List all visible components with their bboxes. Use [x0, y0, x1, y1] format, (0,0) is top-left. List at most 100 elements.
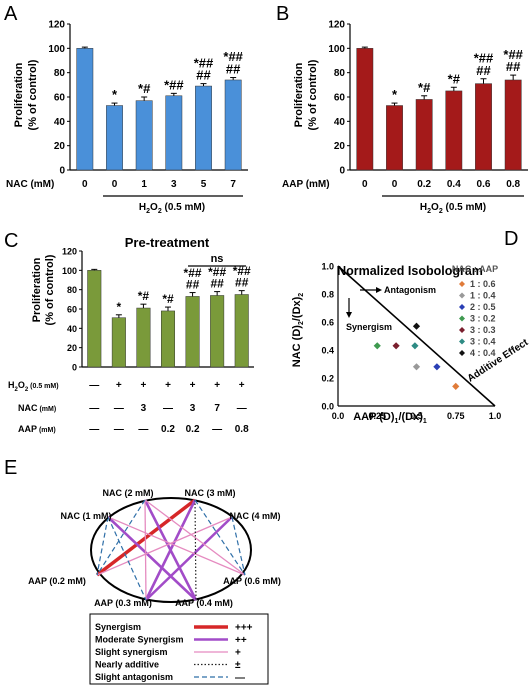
condition-cell: —	[138, 424, 148, 435]
condition-cell: 0.8	[235, 424, 249, 435]
y-tick-label: 100	[62, 266, 77, 276]
row-label-nac: NAC (mM)	[18, 403, 56, 413]
legend-label: 3 : 0.4	[470, 337, 496, 347]
y-tick-label: 60	[54, 93, 66, 104]
network-edge	[145, 516, 233, 601]
row-label-aap: AAP (mM)	[18, 424, 56, 434]
significance-mark: *##	[184, 266, 202, 280]
row-label-b: AAP (mM)	[282, 179, 330, 190]
condition-cell: —	[89, 403, 99, 414]
title-c: Pre-treatment	[125, 235, 210, 250]
bracket-label-b: H2O2 (0.5 mM)	[420, 202, 486, 215]
y-tick-label: 120	[62, 247, 77, 257]
ylabel-a-line2: (% of control)	[27, 59, 39, 130]
significance-mark: *##	[233, 264, 251, 278]
network-edge	[231, 516, 246, 576]
bar	[445, 90, 463, 171]
legend-label: 1 : 0.6	[470, 279, 496, 289]
y-tick-label: 40	[67, 324, 77, 334]
x-tick-label: 0.0	[332, 411, 345, 421]
significance-mark: *#	[138, 289, 150, 303]
row-value-a: 3	[171, 179, 177, 190]
legend-label: 2 : 0.5	[470, 302, 496, 312]
row-values-b: 0 0 0.2 0.4 0.6 0.8	[362, 179, 521, 190]
y-tick-label: 0	[72, 363, 77, 373]
y-tick-label: 0	[339, 166, 345, 177]
bar	[210, 295, 225, 368]
additive-line	[337, 265, 496, 407]
synergism-label: Synergism	[346, 322, 392, 332]
legend-e-label: Nearly additive	[95, 660, 159, 670]
significance-mark: *	[117, 300, 122, 314]
bar	[475, 83, 492, 171]
significance-mark: *	[112, 87, 118, 102]
significance-mark: *#	[162, 292, 174, 306]
network-edge	[107, 516, 246, 576]
panel-letter-e: E	[4, 457, 17, 479]
network-node-label: AAP (0.2 mM)	[28, 576, 86, 586]
scatter-point	[433, 363, 441, 371]
condition-cell: —	[89, 380, 99, 391]
x-tick-label: 0.5	[410, 411, 423, 421]
row-value-b: 0	[392, 179, 398, 190]
legend-marker	[459, 281, 465, 287]
row-value-b: 0.2	[417, 179, 431, 190]
row-cells-c: — + + + + + + — — 3 — 3 7 — — — — 0.2 0.2 — 0.8	[89, 380, 249, 435]
network-node-label: AAP (0.6 mM)	[223, 576, 281, 586]
network-node-label: NAC (2 mM)	[103, 488, 154, 498]
significance-mark: *##	[503, 47, 523, 62]
y-tick-label: 80	[67, 285, 77, 295]
y-tick-label: 40	[334, 117, 346, 128]
y-tick-label: 0.8	[321, 290, 334, 300]
bar	[504, 79, 522, 171]
condition-rows-c: H2O2 (0.5 mM) NAC (mM) AAP (mM) — + + + + + +—…	[8, 380, 249, 435]
network-nodes: NAC (1 mM) NAC (2 mM) NAC (3 mM) NAC (4 mM)…	[28, 488, 281, 608]
row-value-b: 0.6	[477, 179, 491, 190]
scatter-point	[452, 382, 460, 390]
y-tick-label: 1.0	[321, 262, 334, 272]
plot-d: 0.0 0.2 0.4 0.6 0.8 1.0 0.0 0.25 0.5 0.75 1.0	[321, 262, 501, 422]
significance-mark: *#	[418, 80, 431, 95]
panel-a: A Proliferation (% of control) 0 20 40 60 80…	[4, 3, 248, 215]
significance-mark: *##	[223, 49, 243, 64]
bar	[106, 105, 123, 171]
y-tick-label: 20	[334, 141, 346, 152]
y-tick-label: 0	[59, 166, 65, 177]
significance-mark: *##	[164, 77, 184, 92]
condition-cell: +	[116, 380, 122, 391]
panel-letter-a: A	[4, 3, 18, 25]
y-tick-label: 40	[54, 117, 66, 128]
bar	[195, 85, 212, 171]
network-node-label: NAC (4 mM)	[230, 511, 281, 521]
legend-e-symbol: +	[235, 648, 241, 659]
y-tick-label: 100	[48, 44, 65, 55]
y-tick-label: 120	[328, 20, 345, 31]
bar	[76, 48, 94, 171]
y-tick-label: 120	[48, 20, 65, 31]
scatter-point	[373, 342, 381, 350]
panel-letter-b: B	[276, 3, 289, 25]
legend-e-symbol: —	[235, 673, 245, 684]
bar	[234, 294, 249, 368]
y-tick-label: 0.6	[321, 318, 334, 328]
network-edge	[96, 516, 233, 576]
row-value-a: 5	[201, 179, 207, 190]
legend-label: 4 : 0.4	[470, 348, 496, 358]
bar	[87, 270, 102, 368]
ns-label: ns	[211, 253, 224, 265]
legend-marker	[459, 315, 465, 322]
network-edge	[194, 499, 197, 601]
x-tick-label: 0.25	[368, 411, 386, 421]
bar	[386, 105, 403, 171]
condition-cell: 0.2	[186, 424, 200, 435]
legend-label: 3 : 0.3	[470, 325, 496, 335]
row-value-b: 0.4	[447, 179, 461, 190]
panel-e: E NAC (1 mM) NAC (2 mM) NAC (3 mM) NAC (4 m…	[4, 457, 281, 685]
condition-cell: —	[212, 424, 222, 435]
significance-mark: ##	[186, 278, 200, 292]
condition-cell: —	[89, 424, 99, 435]
annotation-antagonism: Antagonism	[360, 285, 436, 295]
